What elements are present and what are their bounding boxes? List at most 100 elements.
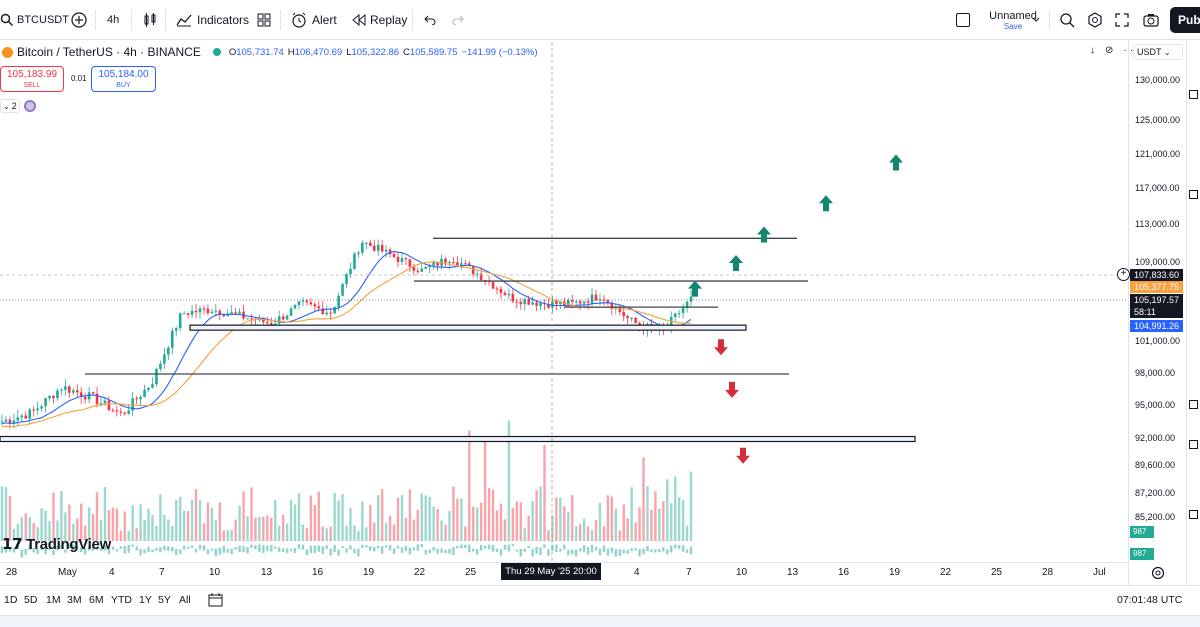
volume-bar: [175, 548, 178, 556]
volume-bar: [103, 545, 107, 551]
volume-bar: [567, 549, 570, 556]
volume-bar: [80, 547, 83, 553]
settings-icon[interactable]: [1151, 566, 1165, 580]
range-button[interactable]: 6M: [89, 594, 104, 606]
volume-bar: [404, 517, 408, 541]
chart-type-button[interactable]: [143, 0, 157, 40]
volume-bar: [642, 548, 645, 555]
publish-button[interactable]: Publi: [1170, 7, 1200, 33]
candle: [491, 281, 495, 290]
volume-bar: [107, 549, 111, 554]
utc-clock[interactable]: 07:01:48 UTC: [1117, 594, 1183, 606]
volume-bar: [666, 549, 669, 555]
volume-bar: [163, 545, 166, 551]
templates-button[interactable]: [257, 0, 271, 40]
price-scale[interactable]: [1128, 40, 1186, 585]
volume-bar: [634, 522, 637, 541]
support-zone[interactable]: [0, 435, 916, 443]
candle: [349, 263, 352, 278]
candle: [202, 305, 206, 315]
compare-button[interactable]: [71, 0, 87, 40]
range-button[interactable]: 5Y: [158, 594, 171, 606]
currency-select[interactable]: USDT ⌄: [1133, 44, 1183, 60]
layout-name-button[interactable]: Unnamed Save: [978, 10, 1048, 32]
widget-icon[interactable]: [1189, 510, 1198, 519]
symbol-title[interactable]: Bitcoin / TetherUS · 4h · BINANCE: [17, 45, 201, 59]
widget-icon[interactable]: [1189, 440, 1198, 449]
range-button[interactable]: 1M: [46, 594, 61, 606]
indicators-button[interactable]: Indicators: [176, 0, 249, 40]
candle: [147, 387, 150, 392]
redo-button[interactable]: [452, 0, 464, 40]
plus-icon[interactable]: +: [1117, 268, 1130, 281]
volume-bar: [483, 438, 487, 541]
spread-value: 0.01: [71, 74, 87, 83]
price-chart[interactable]: [0, 40, 1128, 562]
down-arrow-icon[interactable]: [725, 381, 739, 398]
widget-icon[interactable]: [1189, 400, 1198, 409]
buy-button[interactable]: 105,184.00 BUY: [91, 66, 156, 92]
range-button[interactable]: YTD: [111, 594, 132, 606]
volume-bar: [448, 511, 451, 541]
widget-icon[interactable]: [1189, 190, 1198, 199]
candle: [460, 257, 463, 270]
snapshot-button[interactable]: [1143, 0, 1159, 40]
support-zone[interactable]: [189, 324, 747, 331]
range-button[interactable]: 3M: [67, 594, 82, 606]
volume-bar: [353, 548, 356, 554]
volume-bar: [511, 508, 515, 541]
volume-bar: [614, 508, 617, 541]
settings-button[interactable]: [1087, 0, 1103, 40]
symbol-search[interactable]: BTCUSDT: [0, 0, 69, 40]
undo-button[interactable]: [424, 0, 436, 40]
range-button[interactable]: 5D: [24, 594, 38, 606]
range-button[interactable]: All: [179, 594, 191, 606]
up-arrow-icon[interactable]: [819, 195, 833, 212]
price-label: 125,000.00: [1135, 115, 1181, 125]
volume-bar: [464, 526, 467, 541]
fullscreen-button[interactable]: [1115, 0, 1129, 40]
calendar-icon[interactable]: [208, 592, 223, 607]
camera-icon: [1143, 14, 1159, 27]
candle: [238, 308, 241, 314]
up-arrow-icon[interactable]: [729, 254, 743, 271]
volume-bar: [250, 487, 253, 541]
sell-button[interactable]: 105,183.99 SELL: [0, 66, 64, 92]
price-label: 113,000.00: [1135, 219, 1180, 229]
time-axis[interactable]: [0, 562, 1128, 584]
down-arrow-icon[interactable]: [736, 447, 750, 464]
volume-bar: [476, 548, 479, 555]
indicators-toggle[interactable]: ⌄ 2: [0, 99, 42, 113]
up-arrow-icon[interactable]: [889, 154, 903, 171]
volume-bar: [491, 489, 495, 541]
range-button[interactable]: 1Y: [139, 594, 152, 606]
range-button[interactable]: 1D: [4, 594, 18, 606]
replay-button[interactable]: Replay: [352, 0, 407, 40]
volume-bar: [582, 545, 586, 553]
arrow-down-icon[interactable]: ↓: [1090, 45, 1095, 56]
up-arrow-icon[interactable]: [757, 226, 771, 243]
volume-bar: [365, 527, 368, 541]
up-arrow-icon[interactable]: [688, 280, 702, 297]
no-icon[interactable]: ⊘: [1105, 45, 1114, 56]
alert-button[interactable]: Alert: [291, 0, 337, 40]
price-label: 95,000.00: [1135, 400, 1176, 410]
price-label: 109,000.00: [1135, 257, 1181, 267]
quick-search-button[interactable]: [1059, 0, 1075, 40]
layout-menu-button[interactable]: [1032, 0, 1040, 40]
volume-bar: [56, 545, 59, 551]
volume-bar: [369, 504, 372, 541]
bottom-toolbar: [0, 585, 1200, 615]
candle: [396, 252, 400, 268]
volume-bar: [456, 545, 459, 549]
volume-bar: [333, 545, 336, 552]
volume-bar: [428, 549, 431, 554]
interval-button[interactable]: 4h: [107, 0, 119, 40]
down-arrow-icon[interactable]: [714, 339, 728, 356]
tradingview-logo: 𝟭𝟳 TradingView: [2, 535, 111, 553]
volume-bar: [210, 548, 214, 551]
volume-bar: [175, 499, 178, 541]
checkbox-icon[interactable]: [956, 13, 970, 27]
widget-icon[interactable]: [1189, 90, 1198, 99]
volume-bar: [202, 545, 206, 551]
